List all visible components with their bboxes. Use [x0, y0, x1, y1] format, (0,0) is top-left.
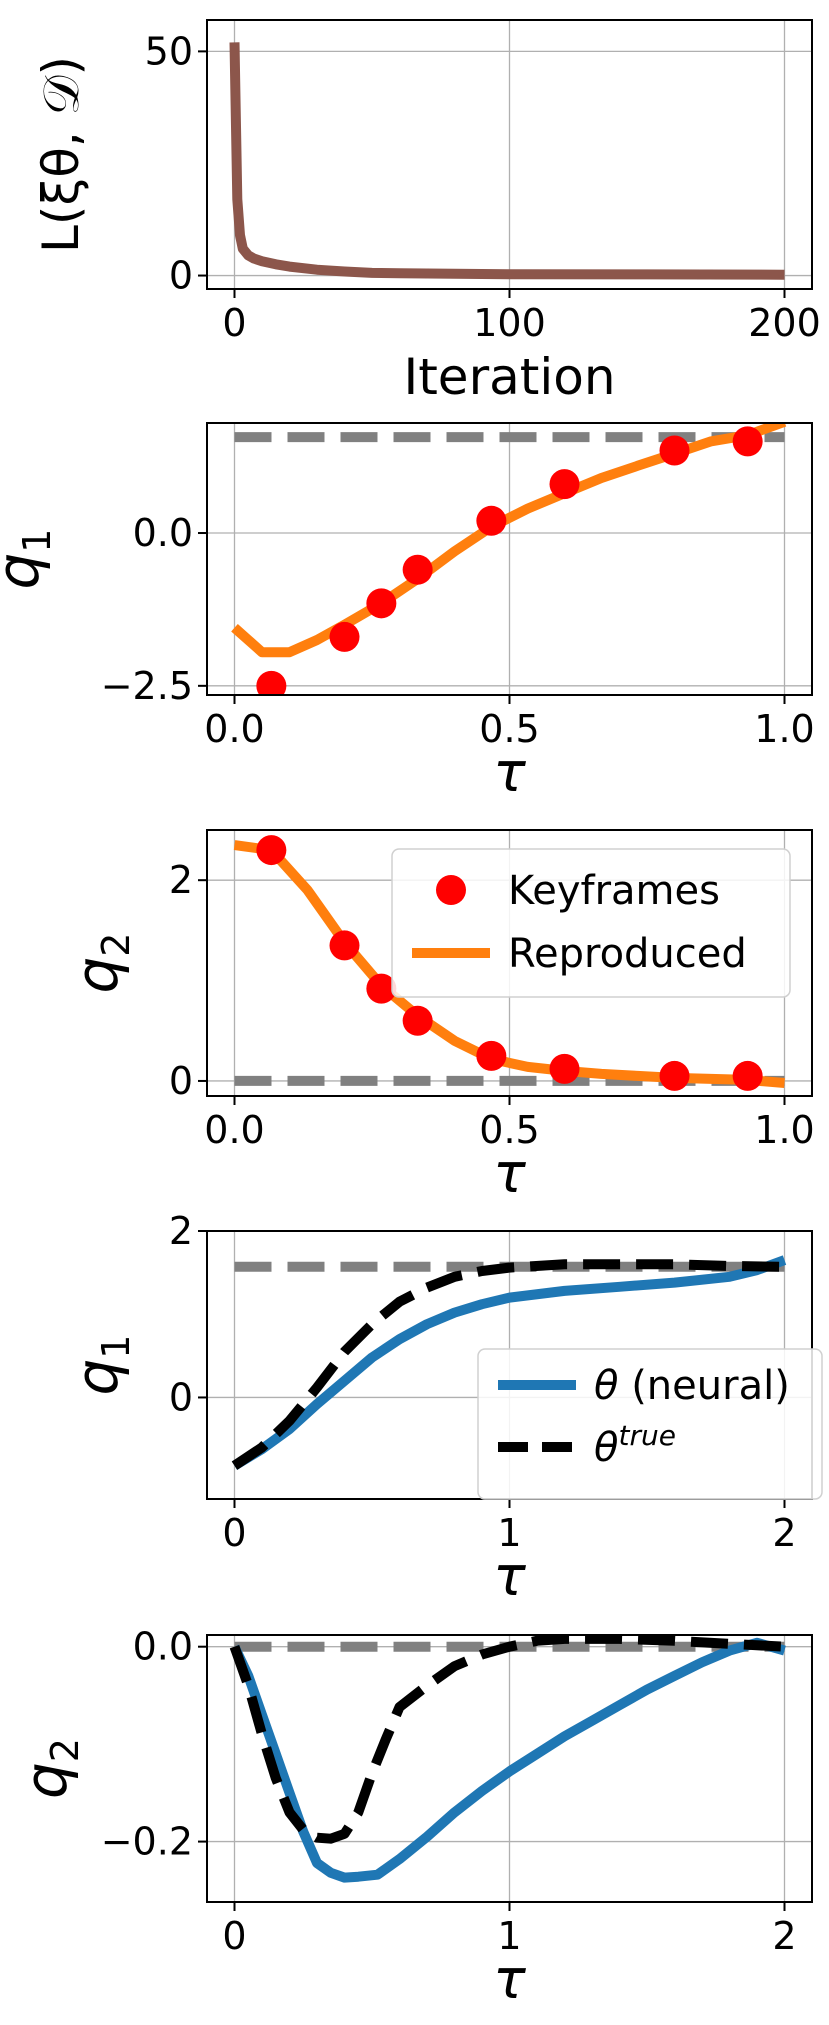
- legend-label: θtrue: [594, 1419, 676, 1471]
- x-tick-label: 0: [222, 1914, 246, 1958]
- legend-swatch: [436, 875, 466, 905]
- keyframe-marker: [256, 670, 287, 695]
- y-tick-label: −2.5: [101, 664, 193, 708]
- x-tick-label: 0: [222, 1511, 246, 1555]
- x-axis-label: τ: [493, 1142, 526, 1205]
- legend-box: [391, 848, 791, 998]
- keyframe-marker: [329, 930, 360, 961]
- x-axis-label: τ: [493, 741, 526, 804]
- keyframe-marker: [549, 1053, 580, 1084]
- true-series-line: [231, 1259, 785, 1470]
- x-tick-label: 0: [222, 301, 246, 345]
- keyframe-marker: [476, 505, 507, 536]
- legend-label: Keyframes: [508, 868, 720, 914]
- series-line: [231, 1255, 787, 1470]
- x-tick-label: 1: [497, 1511, 521, 1555]
- y-axis-label: q1: [63, 1334, 138, 1395]
- x-tick-label: 0.0: [204, 1108, 264, 1152]
- keyframe-marker: [329, 621, 360, 652]
- plot-area: [231, 423, 787, 695]
- series-line: [229, 1637, 786, 1883]
- subplot-4: 0 1 2 0 2 τ q1 θ (neural) θtrue: [63, 1209, 823, 1608]
- y-tick-label: −0.2: [101, 1820, 193, 1864]
- x-tick-label: 1: [497, 1914, 521, 1958]
- y-tick-label: 2: [169, 858, 193, 902]
- y-axis-label: q2: [63, 932, 138, 993]
- keyframe-marker: [402, 554, 433, 585]
- x-tick-label: 0.5: [479, 1108, 539, 1152]
- series-line: [233, 840, 785, 1088]
- legend-label: Reproduced: [508, 931, 747, 977]
- series-line: [229, 42, 785, 280]
- x-tick-label: 2: [772, 1511, 796, 1555]
- plot-area: [229, 42, 785, 280]
- keyframe-marker: [256, 835, 287, 866]
- keyframe-marker: [402, 1005, 433, 1036]
- legend-label: θ (neural): [594, 1363, 790, 1409]
- true-series-line: [229, 1635, 785, 1844]
- subplot-2: 0.00.51.0−2.50.0τq1: [0, 422, 815, 804]
- y-tick-label: 0.0: [133, 1625, 193, 1669]
- plot-area: [231, 1255, 787, 1470]
- keyframe-marker: [366, 973, 397, 1004]
- x-tick-label: 2: [772, 1914, 796, 1958]
- y-tick-label: 0: [169, 1059, 193, 1103]
- y-axis-label: q2: [12, 1738, 87, 1799]
- keyframe-marker: [366, 588, 397, 619]
- keyframe-marker: [659, 435, 690, 466]
- subplot-5: 0 1 2 −0.2 0.0 τ q2: [12, 1625, 813, 2011]
- x-tick-label: 1.0: [754, 707, 814, 751]
- y-tick-label: 50: [145, 29, 193, 73]
- y-tick-label: 2: [169, 1209, 193, 1253]
- x-axis-label: τ: [493, 1948, 526, 2011]
- y-axis-label: L(ξθ, 𝒟): [32, 56, 90, 253]
- legend: θ (neural) θtrue: [477, 1348, 823, 1500]
- y-axis-label: q1: [0, 528, 59, 589]
- x-tick-label: 200: [748, 301, 821, 345]
- keyframe-marker: [659, 1060, 690, 1091]
- x-tick-label: 0.5: [479, 707, 539, 751]
- y-tick-label: 0: [169, 1375, 193, 1419]
- x-tick-label: 100: [473, 301, 546, 345]
- keyframe-marker: [549, 469, 580, 500]
- plot-area: [233, 835, 785, 1091]
- y-tick-label: 0: [169, 254, 193, 298]
- keyframe-marker: [732, 1060, 763, 1091]
- plot-area: [229, 1635, 786, 1883]
- keyframe-marker: [732, 426, 763, 457]
- subplot-3: 0.0 0.5 1.0 0 2 τ q2 Keyframes Reproduced: [63, 829, 815, 1205]
- legend: Keyframes Reproduced: [391, 848, 791, 998]
- x-tick-label: 1.0: [754, 1108, 814, 1152]
- subplot-1: 0 100 200 0 50 Iteration L(ξθ, 𝒟): [32, 19, 821, 406]
- x-tick-label: 0.0: [204, 707, 264, 751]
- keyframe-marker: [476, 1040, 507, 1071]
- x-axis-label: τ: [493, 1545, 526, 1608]
- x-axis-label: Iteration: [403, 348, 615, 406]
- y-tick-label: 0.0: [133, 511, 193, 555]
